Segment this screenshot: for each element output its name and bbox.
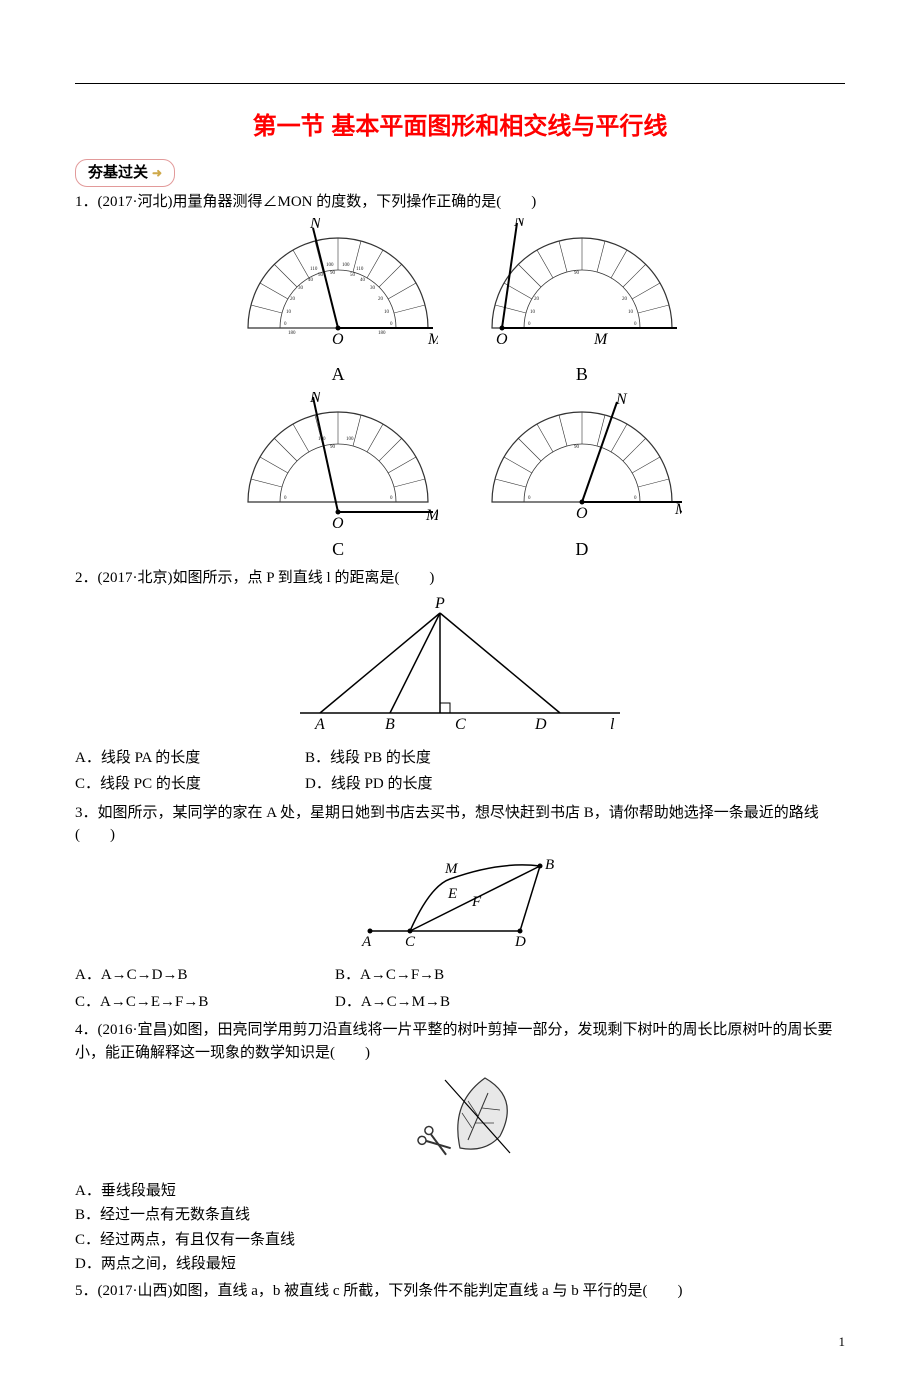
svg-text:O: O	[496, 331, 508, 348]
q2-line-l: l	[610, 716, 615, 733]
svg-text:90: 90	[330, 271, 336, 276]
svg-text:30: 30	[298, 286, 304, 291]
svg-text:20: 20	[622, 297, 628, 302]
svg-text:M: M	[593, 331, 609, 348]
svg-text:N: N	[615, 392, 628, 408]
q3-point-e: E	[447, 886, 457, 902]
svg-text:N: N	[513, 218, 526, 230]
q4-text: 4．(2016·宜昌)如图，田亮同学用剪刀沿直线将一片平整的树叶剪掉一部分，发现…	[75, 1019, 845, 1064]
q3-option-c: C．A→C→E→F→B	[75, 991, 315, 1014]
svg-text:90: 90	[574, 445, 580, 450]
svg-text:N: N	[309, 392, 322, 406]
q1-label-c: C	[238, 536, 438, 563]
q2-option-c: C．线段 PC 的长度	[75, 773, 305, 796]
svg-text:M: M	[425, 507, 438, 524]
svg-text:110: 110	[356, 267, 364, 272]
svg-text:100: 100	[326, 263, 334, 268]
q3-option-a: A．A→C→D→B	[75, 964, 315, 987]
svg-text:180: 180	[378, 331, 386, 336]
svg-text:100: 100	[342, 263, 350, 268]
q2-point-p: P	[434, 595, 445, 612]
q4-option-d: D．两点之间，线段最短	[75, 1253, 845, 1276]
q3-point-m: M	[444, 861, 459, 877]
svg-text:90: 90	[574, 271, 580, 276]
q2-option-b: B．线段 PB 的长度	[305, 747, 535, 770]
svg-text:40: 40	[308, 278, 314, 283]
svg-text:50: 50	[318, 273, 324, 278]
q1-figures-row2: 00 90 100100 O M N C	[75, 392, 845, 563]
svg-text:90: 90	[330, 445, 336, 450]
svg-text:N: N	[309, 218, 322, 232]
main-title: 第一节 基本平面图形和相交线与平行线	[75, 109, 845, 145]
q2-point-b: B	[385, 716, 395, 733]
q2-point-c: C	[455, 716, 466, 733]
q2-point-d: D	[534, 716, 547, 733]
q3-point-c: C	[405, 934, 416, 950]
q3-point-a: A	[361, 934, 372, 950]
q2-point-a: A	[314, 716, 325, 733]
q2-option-a: A．线段 PA 的长度	[75, 747, 305, 770]
q4-option-c: C．经过两点，有且仅有一条直线	[75, 1229, 845, 1252]
svg-text:10: 10	[628, 310, 634, 315]
svg-text:M: M	[674, 501, 682, 518]
q1-text: 1．(2017·河北)用量角器测得∠MON 的度数，下列操作正确的是( )	[75, 191, 845, 214]
svg-text:O: O	[332, 331, 344, 348]
svg-text:180: 180	[288, 331, 296, 336]
q4-option-b: B．经过一点有无数条直线	[75, 1204, 845, 1227]
q2-text: 2．(2017·北京)如图所示，点 P 到直线 l 的距离是( )	[75, 567, 845, 590]
q3-text: 3．如图所示，某同学的家在 A 处，星期日她到书店去买书，想尽快赶到书店 B，请…	[75, 802, 845, 847]
svg-text:10: 10	[286, 310, 292, 315]
svg-text:100: 100	[346, 437, 354, 442]
q3-figure: A C D B M E F	[75, 851, 845, 959]
q1-label-a: A	[238, 361, 438, 388]
section-tag: 夯基过关	[75, 159, 175, 188]
q1-figures-row1: 00 1010 2020 3030 4040 5050 90 180180 10…	[75, 218, 845, 389]
q5-text: 5．(2017·山西)如图，直线 a，b 被直线 c 所截，下列条件不能判定直线…	[75, 1280, 845, 1303]
svg-text:10: 10	[384, 310, 390, 315]
q4-figure	[75, 1068, 845, 1176]
svg-text:20: 20	[290, 297, 296, 302]
svg-text:110: 110	[310, 267, 318, 272]
svg-text:O: O	[332, 515, 344, 532]
q1-label-d: D	[482, 536, 682, 563]
q3-point-b: B	[545, 857, 554, 873]
q4-option-a: A．垂线段最短	[75, 1180, 845, 1203]
q3-point-f: F	[471, 894, 482, 910]
svg-text:M: M	[427, 331, 438, 348]
page-number: 1	[75, 1332, 845, 1352]
svg-text:20: 20	[378, 297, 384, 302]
q2-figure: P A B C D l	[75, 593, 845, 741]
q3-option-b: B．A→C→F→B	[335, 964, 565, 987]
svg-text:50: 50	[350, 273, 356, 278]
q3-point-d: D	[514, 934, 526, 950]
q2-option-d: D．线段 PD 的长度	[305, 773, 535, 796]
svg-text:20: 20	[534, 297, 540, 302]
svg-text:30: 30	[370, 286, 376, 291]
svg-text:10: 10	[530, 310, 536, 315]
svg-text:O: O	[576, 505, 588, 522]
svg-text:40: 40	[360, 278, 366, 283]
q3-option-d: D．A→C→M→B	[335, 991, 565, 1014]
q1-label-b: B	[482, 361, 682, 388]
